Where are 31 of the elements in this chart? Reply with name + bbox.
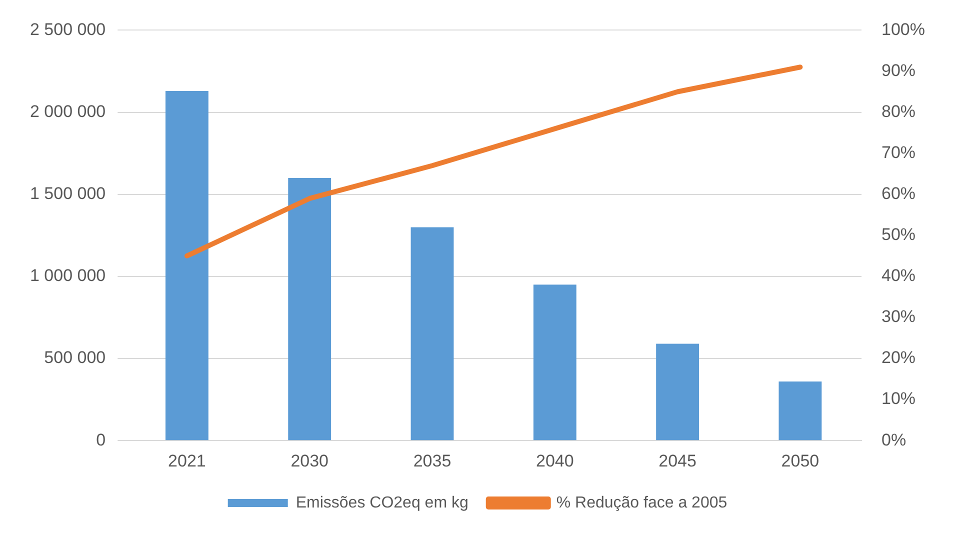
y2-tick-label: 90% (882, 60, 916, 80)
y2-tick-label: 40% (882, 266, 916, 286)
y-tick-label: 1 000 000 (30, 266, 106, 286)
x-tick-label: 2021 (168, 451, 206, 470)
y2-tick-label: 30% (882, 307, 916, 326)
x-tick-label: 2035 (413, 451, 452, 470)
legend-label: % Redução face a 2005 (556, 494, 728, 512)
x-tick-label: 2045 (658, 451, 696, 470)
y2-tick-label: 0% (882, 430, 906, 450)
x-tick-label: 2040 (536, 451, 574, 470)
bar (656, 344, 700, 440)
y-tick-label: 2 000 000 (30, 102, 106, 121)
y-tick-label: 0 (96, 430, 106, 450)
bar (288, 178, 332, 440)
x-tick-label: 2050 (781, 451, 820, 470)
y2-tick-label: 50% (882, 225, 916, 244)
y2-tick-label: 20% (882, 348, 916, 368)
y2-tick-label: 80% (882, 102, 916, 121)
legend-label: Emissões CO2eq em kg (296, 494, 468, 512)
x-tick-label: 2030 (290, 451, 329, 470)
y2-tick-label: 70% (882, 143, 916, 162)
y2-tick-label: 100% (882, 20, 926, 39)
bar (165, 90, 208, 440)
bar (410, 227, 454, 440)
bar (778, 382, 822, 440)
y-tick-label: 500 000 (44, 348, 106, 368)
y2-tick-label: 10% (882, 389, 916, 408)
y-tick-label: 1 500 000 (30, 184, 106, 204)
bar (533, 284, 576, 440)
y2-tick-label: 60% (882, 184, 916, 204)
y-tick-label: 2 500 000 (30, 20, 106, 39)
